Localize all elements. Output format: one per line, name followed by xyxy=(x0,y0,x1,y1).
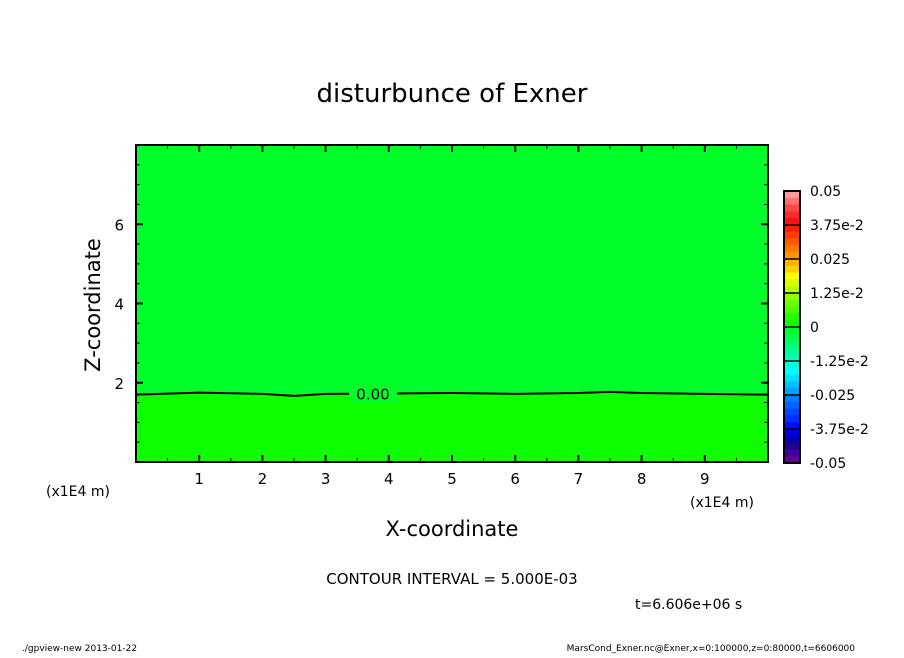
x-tick-label: 9 xyxy=(700,470,710,488)
colorbar-cell xyxy=(784,211,800,219)
colorbar-cell xyxy=(784,374,800,382)
footer-right: MarsCond_Exner.nc@Exner,x=0:100000,z=0:8… xyxy=(567,644,856,654)
colorbar-label: -1.25e-2 xyxy=(810,354,869,370)
time-label: t=6.606e+06 s xyxy=(635,597,742,613)
colorbar-cell xyxy=(784,320,800,328)
colorbar-label: 0.025 xyxy=(810,252,850,268)
x-tick-label: 4 xyxy=(384,470,394,488)
x-tick-label: 3 xyxy=(321,470,331,488)
colorbar-cell xyxy=(784,422,800,430)
colorbar-cell xyxy=(784,442,800,450)
colorbar-cell xyxy=(784,272,800,280)
colorbar-cell xyxy=(784,408,800,416)
colorbar-cell xyxy=(784,225,800,233)
colorbar-cell xyxy=(784,347,800,355)
colorbar-cell xyxy=(784,429,800,437)
colorbar-frame xyxy=(783,190,801,464)
x-tick-label: 1 xyxy=(194,470,204,488)
x-unit-right: (x1E4 m) xyxy=(690,495,754,511)
y-tick-label: 6 xyxy=(114,216,124,234)
colorbar-cell xyxy=(784,231,800,240)
colorbar-label: -0.025 xyxy=(810,388,855,404)
footer-left: ./gpview-new 2013-01-22 xyxy=(22,644,137,654)
colorbar-cell xyxy=(784,381,800,389)
x-tick-label: 8 xyxy=(637,470,647,488)
colorbar-label: 0 xyxy=(810,320,819,336)
colorbar-cell xyxy=(784,367,800,376)
colorbar-cell xyxy=(784,456,800,464)
contour-interval: CONTOUR INTERVAL = 5.000E-03 xyxy=(326,570,577,588)
colorbar-cell xyxy=(784,361,800,369)
colorbar-cell xyxy=(784,449,800,457)
colorbar-cell xyxy=(784,245,800,253)
y-axis-label: Z-coordinate xyxy=(81,238,105,372)
colorbar-cell xyxy=(784,252,800,260)
colorbar-cell xyxy=(784,333,800,342)
colorbar-cell xyxy=(784,191,800,199)
colorbar-cell xyxy=(784,299,800,308)
chart-title: disturbunce of Exner xyxy=(317,79,588,109)
colorbar-label: -3.75e-2 xyxy=(810,422,869,438)
contour-label-bg xyxy=(349,384,397,403)
colorbar-cell xyxy=(784,265,800,274)
colorbar-cell xyxy=(784,340,800,348)
colorbar-cell xyxy=(784,218,800,226)
colorbar-cell xyxy=(784,415,800,423)
colorbar-label: 3.75e-2 xyxy=(810,218,864,234)
colorbar-cell xyxy=(784,388,800,396)
colorbar-cell xyxy=(784,313,800,321)
contour-label: 0.00 xyxy=(356,385,389,403)
plot-area: 0.00 1 2 3 4 5 6 7 8 9 2 4 6 xyxy=(114,144,769,488)
y-tick-label: 4 xyxy=(114,296,124,314)
colorbar-cell xyxy=(784,395,800,403)
colorbar-label: 0.05 xyxy=(810,184,841,200)
colorbar-cell xyxy=(784,279,800,287)
colorbar-cell xyxy=(784,293,800,301)
colorbar-label: -0.05 xyxy=(810,456,846,472)
contour-line-zero xyxy=(135,390,769,397)
x-tick-label: 6 xyxy=(510,470,520,488)
x-unit-left: (x1E4 m) xyxy=(46,484,110,500)
colorbar-cell xyxy=(784,259,800,267)
colorbar-cell xyxy=(784,286,800,294)
colorbar-cell xyxy=(784,354,800,362)
colorbar-cell xyxy=(784,327,800,335)
y-tick-label: 2 xyxy=(114,375,124,393)
x-tick-label: 5 xyxy=(447,470,457,488)
colorbar-cell xyxy=(784,238,800,246)
colorbar-cell xyxy=(784,401,800,410)
region-below-contour xyxy=(136,391,768,462)
colorbar-label: 1.25e-2 xyxy=(810,286,864,302)
x-tick-label: 2 xyxy=(258,470,268,488)
colorbar-cell xyxy=(784,197,800,206)
colorbar: 0.05 3.75e-2 0.025 1.25e-2 0 -1.25e-2 -0.025 -3… xyxy=(783,184,869,472)
x-tick-label: 7 xyxy=(574,470,584,488)
colorbar-cell xyxy=(784,306,800,314)
x-axis-label: X-coordinate xyxy=(386,517,519,541)
colorbar-cell xyxy=(784,204,800,212)
colorbar-cell xyxy=(784,435,800,444)
